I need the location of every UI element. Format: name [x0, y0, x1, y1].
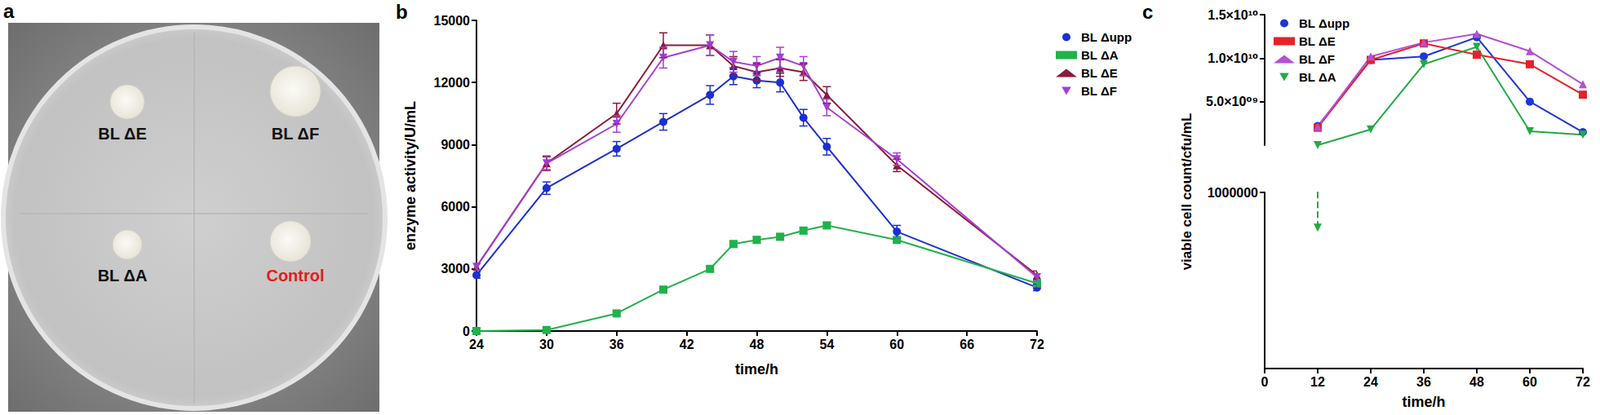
- svg-text:15000: 15000: [434, 13, 471, 28]
- svg-text:b: b: [395, 0, 408, 23]
- svg-text:6000: 6000: [440, 199, 470, 214]
- svg-text:BL ΔF: BL ΔF: [1298, 52, 1335, 67]
- svg-text:5.0×10⁰⁹: 5.0×10⁰⁹: [1205, 94, 1259, 109]
- svg-text:c: c: [1142, 0, 1153, 23]
- svg-text:0: 0: [1261, 375, 1269, 390]
- svg-text:60: 60: [1522, 375, 1538, 390]
- svg-text:36: 36: [1416, 375, 1432, 390]
- svg-text:12: 12: [1310, 375, 1326, 390]
- svg-text:24: 24: [469, 337, 484, 352]
- svg-text:9000: 9000: [440, 137, 470, 152]
- svg-text:time/h: time/h: [1401, 394, 1445, 411]
- svg-text:enzyme activity/U/mL: enzyme activity/U/mL: [402, 101, 419, 251]
- svg-text:1.0×10¹⁰: 1.0×10¹⁰: [1207, 51, 1259, 66]
- svg-text:BL ΔA: BL ΔA: [1298, 70, 1337, 85]
- svg-text:12000: 12000: [434, 75, 471, 90]
- svg-text:BL ΔE: BL ΔE: [97, 124, 147, 143]
- svg-text:BL ΔA: BL ΔA: [97, 266, 148, 285]
- svg-text:72: 72: [1575, 375, 1591, 390]
- svg-text:viable cell count/cfu/mL: viable cell count/cfu/mL: [1178, 113, 1195, 271]
- svg-text:54: 54: [819, 337, 834, 352]
- svg-text:BL ΔE: BL ΔE: [1081, 66, 1118, 80]
- svg-text:time/h: time/h: [735, 361, 779, 378]
- svg-text:48: 48: [1469, 375, 1485, 390]
- svg-text:a: a: [3, 0, 15, 23]
- svg-text:BL ΔF: BL ΔF: [271, 124, 320, 143]
- svg-text:66: 66: [959, 337, 975, 352]
- svg-text:30: 30: [539, 337, 555, 352]
- svg-text:BL ΔA: BL ΔA: [1081, 48, 1119, 63]
- svg-text:3000: 3000: [440, 261, 470, 276]
- svg-text:72: 72: [1029, 337, 1045, 352]
- svg-text:1000000: 1000000: [1207, 186, 1259, 200]
- svg-text:42: 42: [679, 337, 695, 352]
- svg-text:Control: Control: [265, 266, 324, 285]
- svg-text:60: 60: [889, 337, 905, 352]
- svg-text:36: 36: [609, 337, 625, 352]
- svg-text:BL ΔF: BL ΔF: [1081, 84, 1117, 98]
- svg-text:BL Δupp: BL Δupp: [1298, 16, 1350, 31]
- svg-text:24: 24: [1363, 375, 1379, 390]
- svg-text:0: 0: [462, 324, 470, 339]
- svg-text:1.5×10¹⁰: 1.5×10¹⁰: [1207, 8, 1259, 23]
- svg-text:48: 48: [749, 337, 765, 352]
- svg-text:BL ΔE: BL ΔE: [1298, 34, 1336, 49]
- svg-text:BL Δupp: BL Δupp: [1081, 30, 1132, 45]
